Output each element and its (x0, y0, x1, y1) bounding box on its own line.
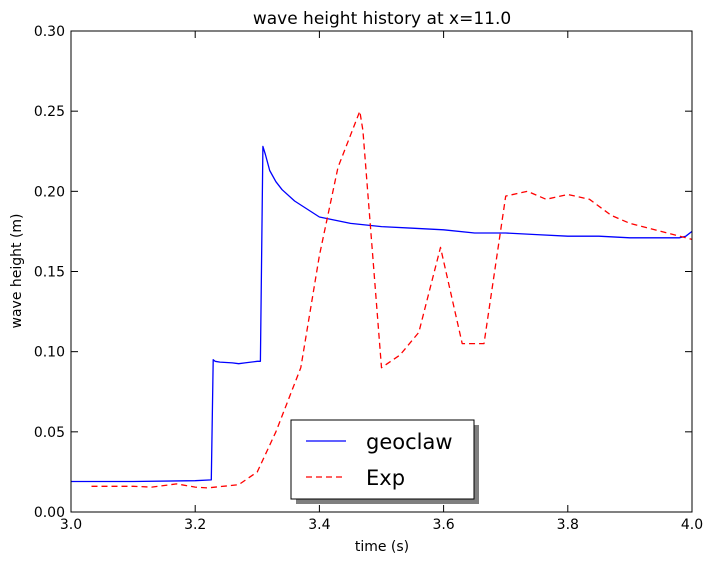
y-tick-label: 0.05 (34, 425, 65, 441)
y-tick-label: 0.30 (34, 24, 65, 40)
legend-label-exp: Exp (366, 466, 405, 490)
x-axis-label: time (s) (355, 539, 409, 555)
series-line-exp (91, 110, 693, 489)
series-layer (71, 110, 693, 489)
chart-title: wave height history at x=11.0 (253, 9, 511, 29)
y-axis-label: wave height (m) (9, 213, 25, 328)
x-tick-label: 4.0 (681, 517, 703, 533)
ticks-layer: 3.0 3.2 3.4 3.6 3.8 4.0 0.00 0.05 0.10 0.15 0.20 0.… (34, 24, 703, 533)
y-tick-label: 0.15 (34, 265, 65, 281)
y-tick-label: 0.20 (34, 184, 65, 200)
x-tick-label: 3.8 (557, 517, 579, 533)
legend-label-geoclaw: geoclaw (366, 430, 453, 454)
legend: geoclaw Exp (290, 419, 479, 504)
x-tick-label: 3.2 (184, 517, 206, 533)
y-tick-label: 0.10 (34, 345, 65, 361)
y-tick-label: 0.00 (34, 505, 65, 521)
y-tick-label: 0.25 (34, 104, 65, 120)
x-tick-label: 3.6 (432, 517, 454, 533)
x-tick-label: 3.4 (308, 517, 330, 533)
legend-box (290, 419, 475, 500)
x-tick-label: 3.0 (60, 517, 82, 533)
series-line-geoclaw (71, 145, 693, 483)
